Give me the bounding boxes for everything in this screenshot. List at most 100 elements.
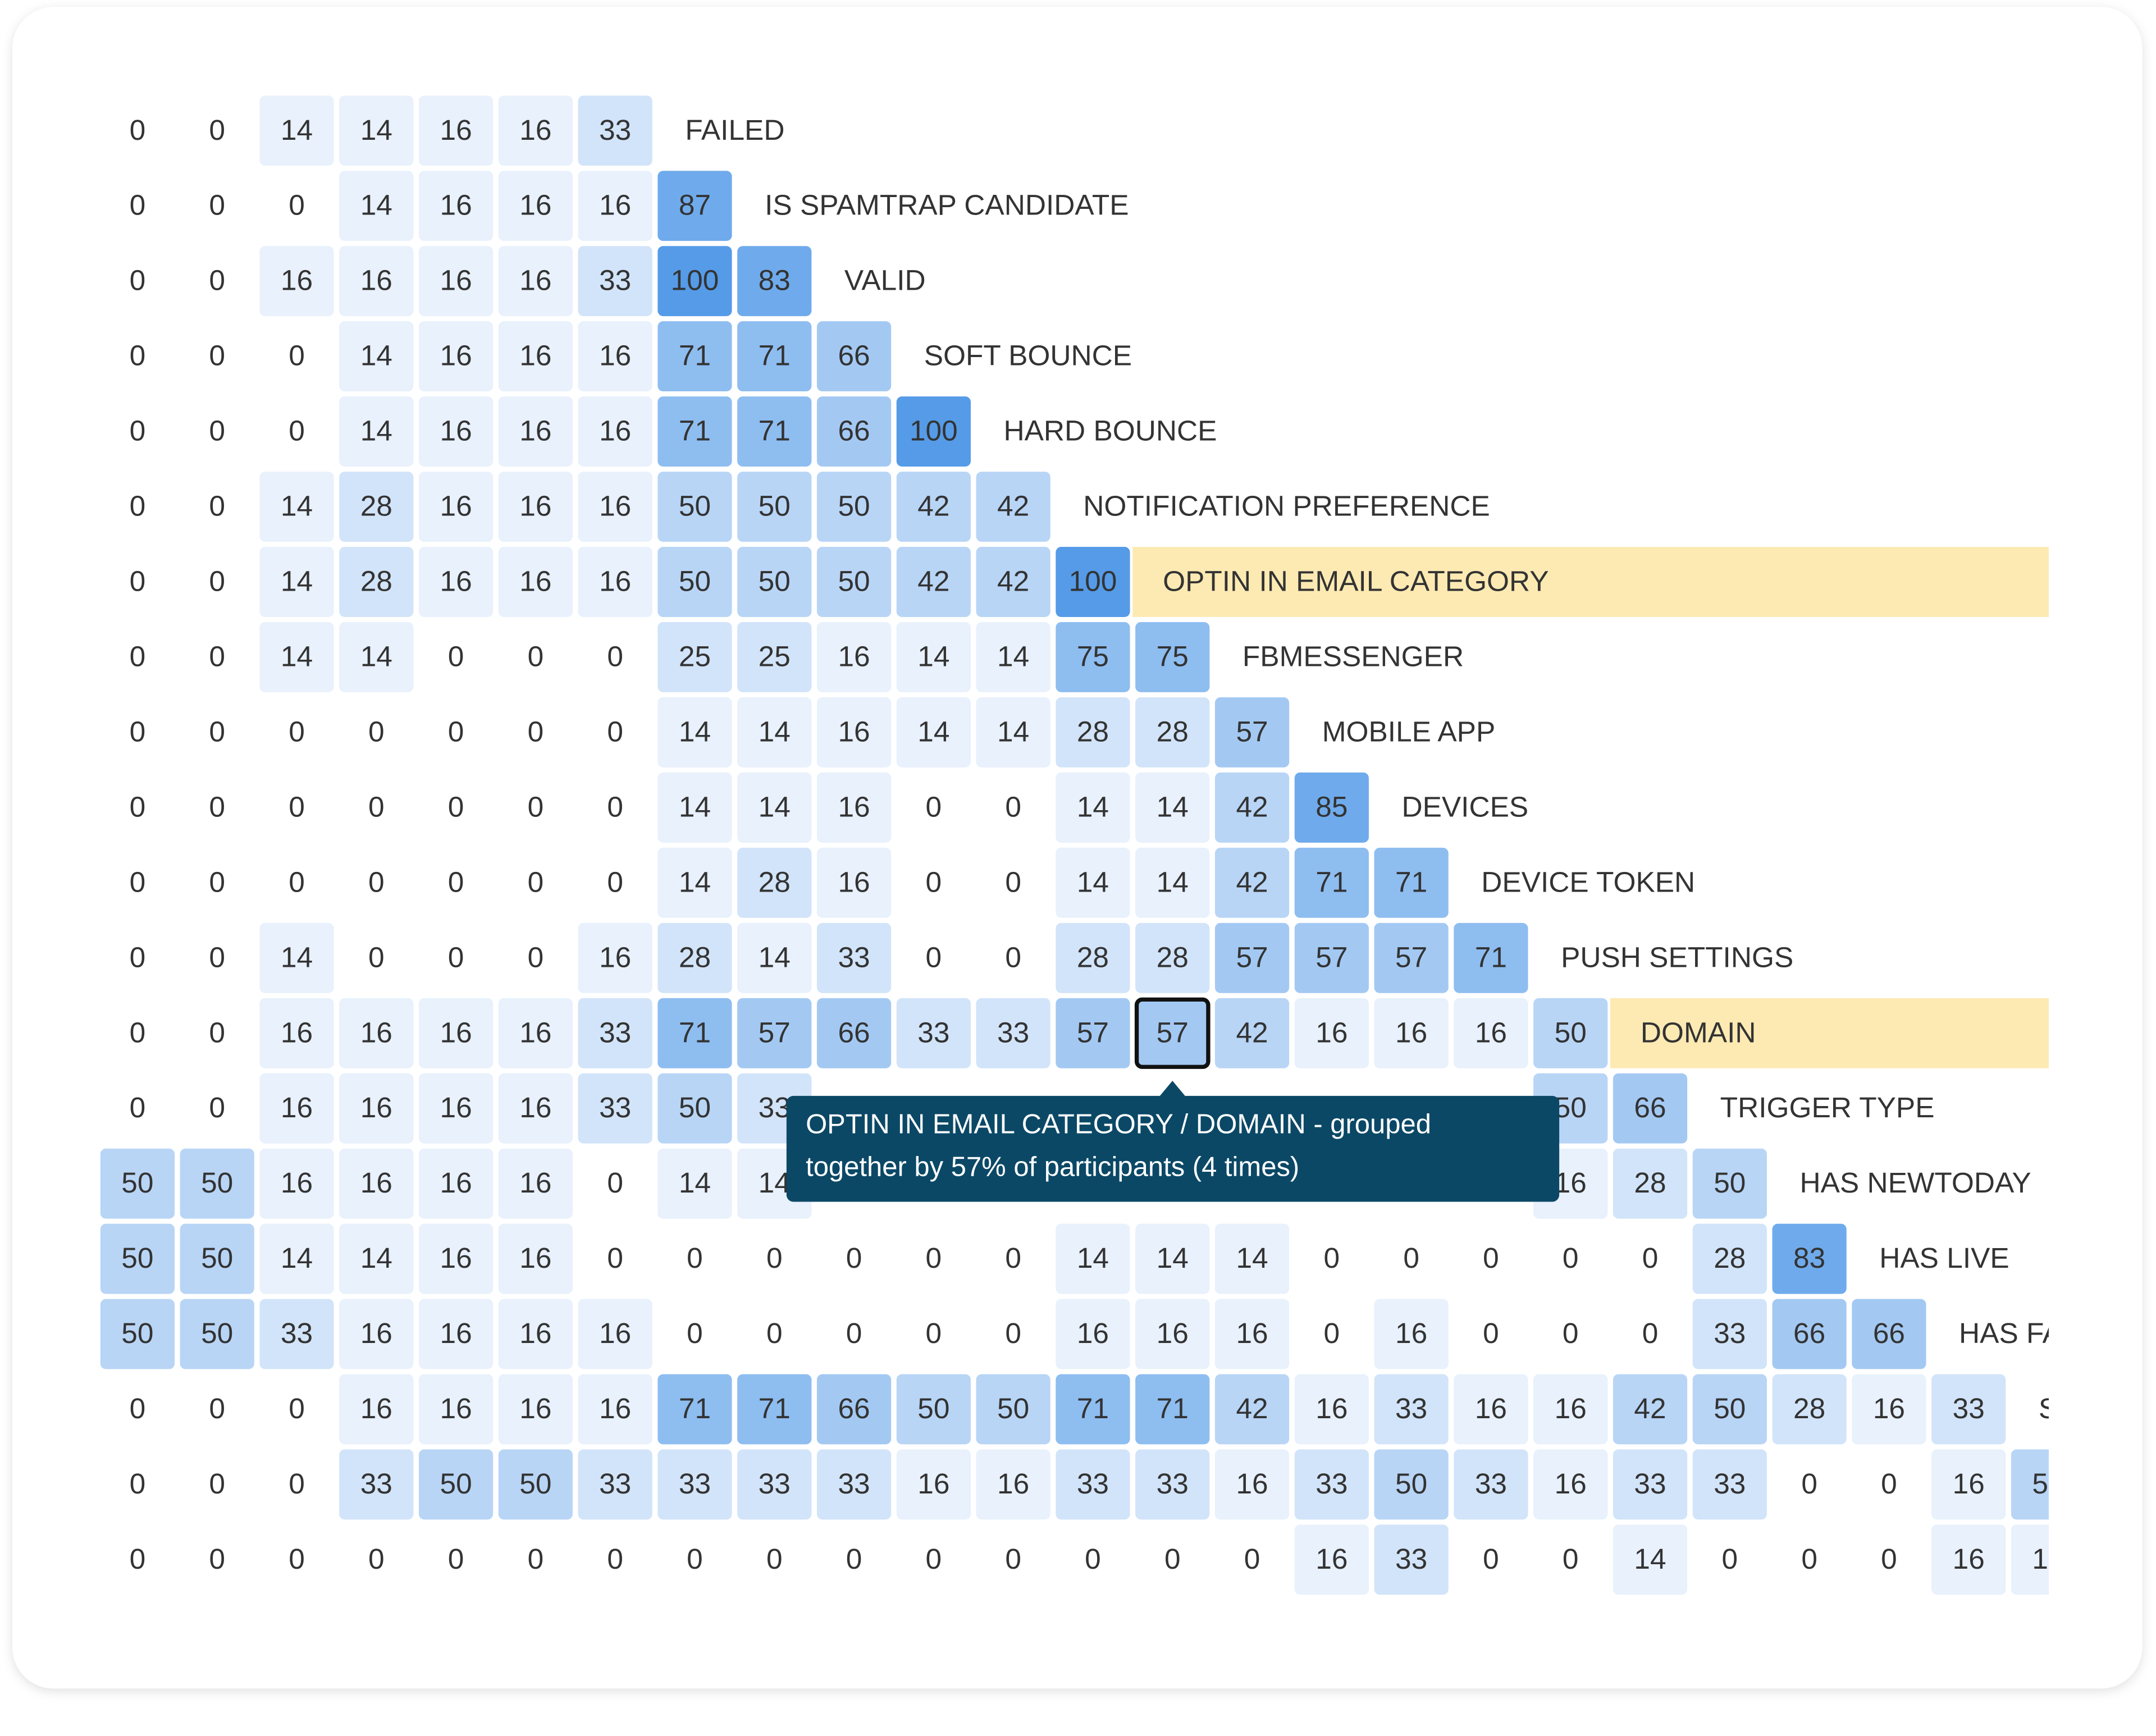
cell-value: 71 xyxy=(679,414,711,447)
row-label: MOBILE APP xyxy=(1322,715,1496,747)
cell-value: 33 xyxy=(917,1016,949,1048)
cell xyxy=(418,396,494,467)
cell-value: 16 xyxy=(519,264,551,296)
cell-value: 50 xyxy=(917,1392,949,1424)
cell-value: 16 xyxy=(1395,1016,1427,1048)
cell xyxy=(498,321,573,392)
cell-value: 0 xyxy=(209,1392,225,1424)
cell-value: 0 xyxy=(766,1241,783,1274)
cell xyxy=(1533,1374,1608,1445)
cell-value: 14 xyxy=(679,1166,711,1199)
cell xyxy=(657,847,732,918)
cell xyxy=(1374,998,1449,1068)
cell-value: 16 xyxy=(281,1166,313,1199)
cell xyxy=(259,246,334,317)
cell-value: 16 xyxy=(519,565,551,597)
cell-value: 16 xyxy=(599,565,631,597)
cell-value: 33 xyxy=(1077,1467,1109,1500)
cell-value: 50 xyxy=(679,565,711,597)
cell xyxy=(498,95,573,166)
cell-value: 33 xyxy=(759,1091,791,1123)
cell xyxy=(816,472,892,542)
cell-value: 16 xyxy=(360,1166,392,1199)
row-label: S xyxy=(2039,1392,2058,1424)
row-label: NOTIFICATION PREFERENCE xyxy=(1083,490,1490,522)
cell-value: 0 xyxy=(607,1542,623,1575)
cell-value: 0 xyxy=(130,189,146,221)
cell-value: 0 xyxy=(926,865,942,898)
cell-value: 0 xyxy=(607,639,623,672)
cell-value: 16 xyxy=(599,940,631,973)
cell xyxy=(1613,1374,1688,1445)
cell xyxy=(1135,622,1210,692)
cell xyxy=(1214,1374,1290,1445)
cell xyxy=(1772,1223,1847,1294)
cell-value: 42 xyxy=(1236,1016,1268,1048)
cell-value: 50 xyxy=(440,1467,472,1500)
cell-value: 14 xyxy=(281,565,313,597)
cell-value: 0 xyxy=(1324,1241,1340,1274)
cell xyxy=(816,772,892,843)
cell xyxy=(1692,1223,1767,1294)
cell-value: 0 xyxy=(448,639,464,672)
cell xyxy=(339,1374,414,1445)
cell-value: 0 xyxy=(528,865,544,898)
cell xyxy=(498,1449,573,1520)
tooltip: OPTIN IN EMAIL CATEGORY / DOMAIN - group… xyxy=(786,1080,1560,1202)
cell-value: 0 xyxy=(209,1091,225,1123)
cell-value: 0 xyxy=(607,790,623,823)
cell-value: 14 xyxy=(281,1241,313,1274)
cell-value: 50 xyxy=(121,1241,153,1274)
cell xyxy=(816,847,892,918)
cell-value: 28 xyxy=(1714,1241,1746,1274)
cell xyxy=(1294,998,1369,1068)
cell-value: 0 xyxy=(448,940,464,973)
cell xyxy=(1533,1449,1608,1520)
cell xyxy=(578,171,652,241)
cell-value: 33 xyxy=(1714,1317,1746,1349)
cell-value: 0 xyxy=(1005,1542,1021,1575)
cell-value: 0 xyxy=(846,1241,862,1274)
cell-value: 33 xyxy=(1395,1542,1427,1575)
cell-value: 16 xyxy=(519,1241,551,1274)
cell xyxy=(657,472,732,542)
cell xyxy=(259,1073,334,1144)
cell-value: 0 xyxy=(289,189,305,221)
row-label: VALID xyxy=(844,264,926,296)
tooltip-box xyxy=(786,1095,1560,1202)
cell-value: 75 xyxy=(1077,639,1109,672)
cell-value: 57 xyxy=(1315,940,1347,973)
cell-value: 14 xyxy=(1157,865,1189,898)
cell-value: 0 xyxy=(1403,1241,1419,1274)
cell xyxy=(1135,772,1210,843)
cell-value: 42 xyxy=(917,490,949,522)
cell-value: 50 xyxy=(2032,1467,2064,1500)
cell xyxy=(816,396,892,467)
cell-value: 0 xyxy=(926,940,942,973)
cell-value: 0 xyxy=(1483,1317,1499,1349)
cell xyxy=(1214,772,1290,843)
cell-value: 71 xyxy=(679,1392,711,1424)
cell-value: 0 xyxy=(926,790,942,823)
cell-value: 0 xyxy=(130,414,146,447)
cell xyxy=(1294,847,1369,918)
cell xyxy=(1931,1374,2006,1445)
cell-value: 0 xyxy=(1005,865,1021,898)
cell xyxy=(339,1073,414,1144)
cell-value: 0 xyxy=(846,1542,862,1575)
cell-value: 14 xyxy=(1157,1241,1189,1274)
cell xyxy=(259,998,334,1068)
cell-value: 16 xyxy=(440,414,472,447)
cell-value: 16 xyxy=(519,113,551,146)
cell xyxy=(657,697,732,768)
cell xyxy=(816,1449,892,1520)
cell-value: 16 xyxy=(360,1016,392,1048)
cell-value: 0 xyxy=(1563,1241,1579,1274)
matrix: 0 0 14 14 16 16 33 FAILED 0 0 0 14 16 16 16 87 IS SPAMTR… xyxy=(100,95,2064,1595)
cell xyxy=(259,95,334,166)
cell-value: 0 xyxy=(1164,1542,1181,1575)
cell-value: 0 xyxy=(1563,1542,1579,1575)
cell-value: 16 xyxy=(360,264,392,296)
cell xyxy=(498,396,573,467)
cell-value: 50 xyxy=(1714,1166,1746,1199)
